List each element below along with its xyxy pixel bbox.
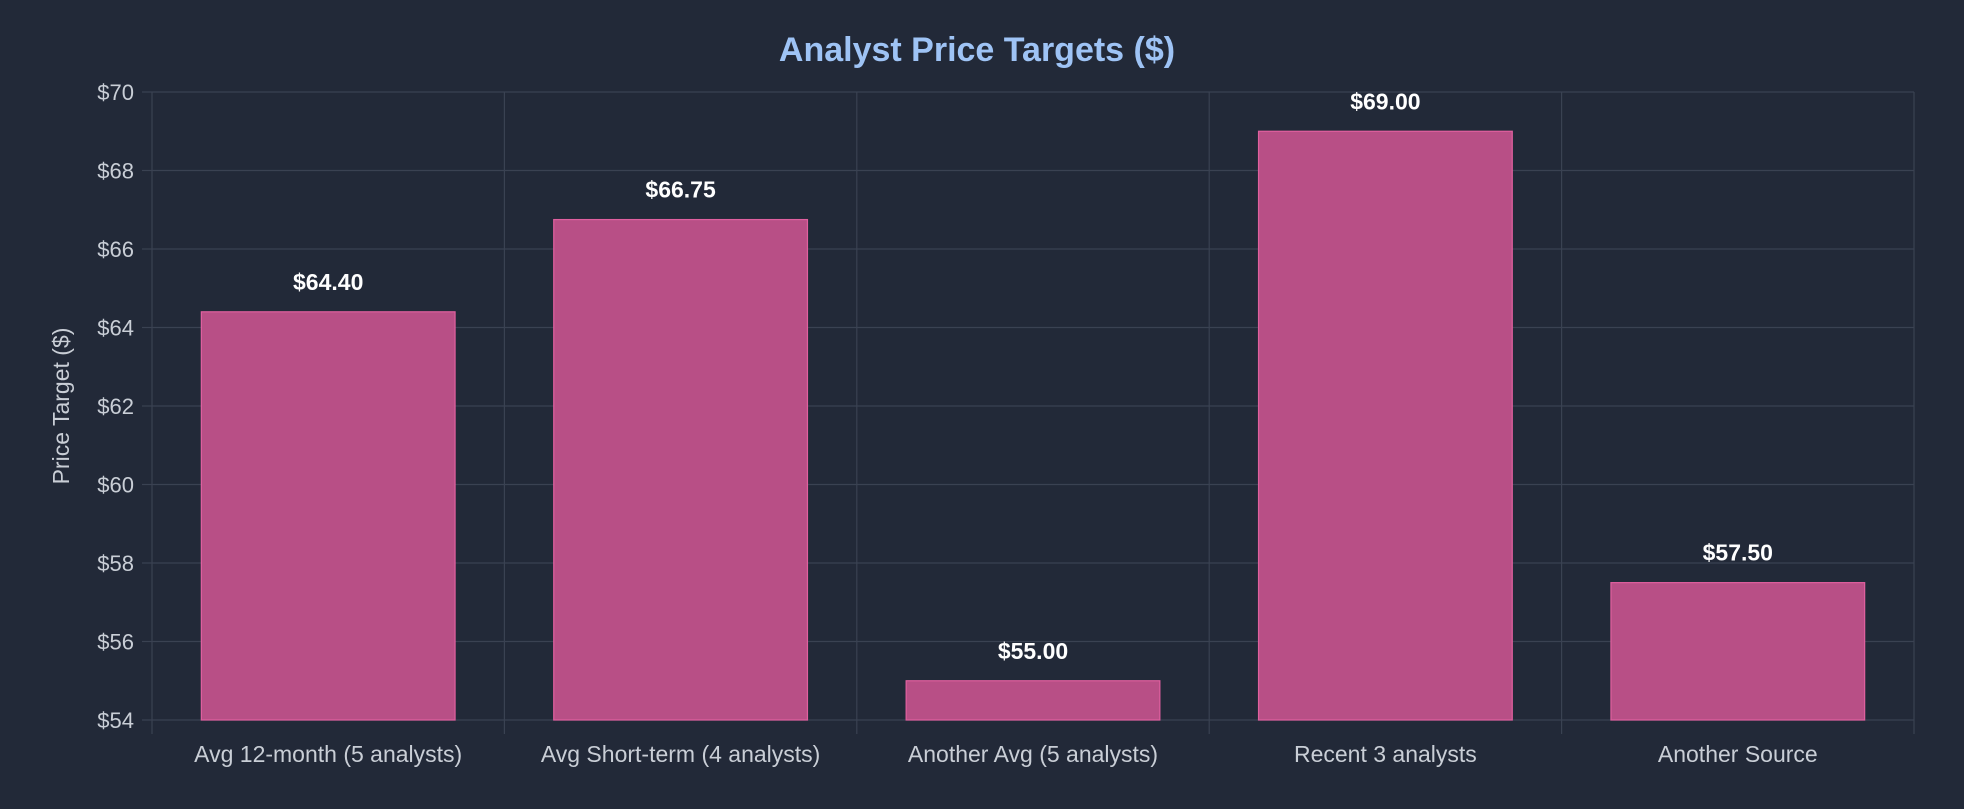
y-tick-label: $64 [97,316,134,341]
value-label: $69.00 [1350,88,1420,114]
chart-title: Analyst Price Targets ($) [779,31,1175,69]
y-tick-label: $60 [97,473,134,498]
x-tick-label: Another Avg (5 analysts) [908,741,1158,767]
x-tick-label: Avg 12-month (5 analysts) [194,741,462,767]
y-tick-label: $68 [97,159,134,184]
x-tick-label: Another Source [1658,741,1818,767]
y-tick-label: $66 [97,237,134,262]
y-tick-label: $54 [97,708,134,733]
y-tick-label: $56 [97,630,134,655]
bars [200,130,1866,721]
value-label: $57.50 [1703,540,1773,566]
y-axis-ticks: $54 $56 $58 $60 $62 $64 $66 $68 $70 [97,80,134,733]
y-axis-label: Price Target ($) [48,328,74,485]
value-label: $55.00 [998,638,1068,664]
y-tick-label: $70 [97,80,134,105]
bar[interactable] [905,680,1161,721]
value-label: $64.40 [293,269,363,295]
bar[interactable] [1257,130,1513,721]
value-labels: $64.40 $66.75 $55.00 $69.00 $57.50 [293,88,1773,664]
value-label: $66.75 [645,177,716,203]
x-tick-label: Recent 3 analysts [1294,741,1477,767]
bar[interactable] [1610,582,1866,721]
y-tick-label: $58 [97,551,134,576]
x-tick-label: Avg Short-term (4 analysts) [541,741,821,767]
bar[interactable] [200,311,456,721]
bar[interactable] [553,218,809,721]
y-tick-label: $62 [97,394,134,419]
x-axis-ticks: Avg 12-month (5 analysts) Avg Short-term … [194,741,1818,767]
